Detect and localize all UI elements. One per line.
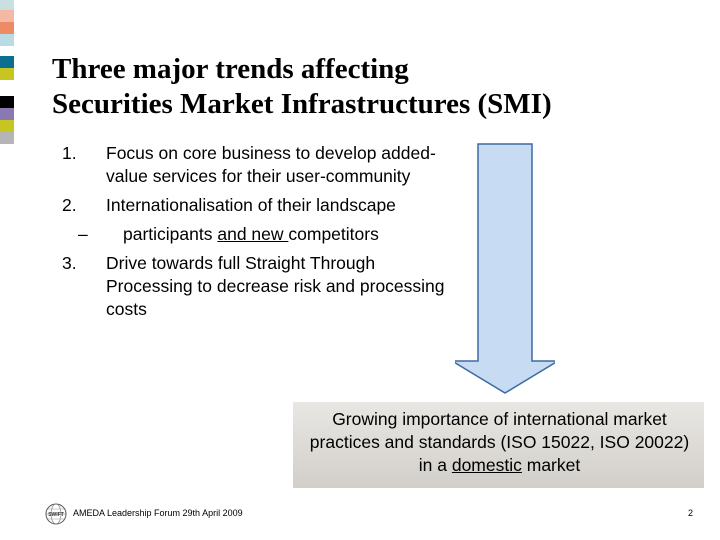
logo-text: SWIFT	[48, 512, 64, 518]
item-number: 1.	[62, 143, 77, 163]
strip-block	[0, 56, 14, 68]
list-item: 1. Focus on core business to develop add…	[62, 142, 452, 188]
title-line-2: Securities Market Infrastructures (SMI)	[52, 88, 552, 120]
trend-list: 1. Focus on core business to develop add…	[62, 142, 452, 327]
strip-block	[0, 22, 14, 34]
item-number: 2.	[62, 195, 77, 215]
strip-block	[0, 34, 14, 46]
sub-text-underlined: and new	[217, 224, 289, 244]
list-item: 3. Drive towards full Straight Through P…	[62, 252, 452, 321]
down-arrow-icon	[455, 143, 555, 394]
callout-text: Growing importance of international mark…	[303, 408, 696, 477]
sub-text-end: competitors	[288, 224, 379, 244]
item-text: Focus on core business to develop added-…	[106, 143, 436, 186]
callout-underlined: domestic	[451, 455, 522, 475]
callout-end: market	[521, 455, 581, 475]
strip-block	[0, 108, 14, 120]
item-number: 3.	[62, 253, 77, 273]
strip-block	[0, 0, 14, 10]
down-arrow-shape	[455, 143, 555, 394]
strip-block	[0, 120, 14, 132]
strip-block	[0, 80, 14, 96]
page-number: 2	[688, 508, 694, 518]
callout-line: Growing importance of international mark…	[309, 409, 690, 475]
footer-text: AMEDA Leadership Forum 29th April 2009	[73, 508, 243, 518]
sub-list-item: – participants and new competitors	[62, 223, 452, 246]
item-text: Drive towards full Straight Through Proc…	[106, 253, 445, 319]
callout-box: Growing importance of international mark…	[293, 402, 704, 488]
strip-block	[0, 96, 14, 108]
item-text: Internationalisation of their landscape	[106, 195, 396, 215]
strip-block	[0, 68, 14, 80]
strip-block	[0, 132, 14, 144]
slide-title: Three major trends affecting Securities …	[52, 52, 712, 122]
swift-logo-icon: SWIFT	[45, 503, 67, 525]
title-line-1: Three major trends affecting	[52, 53, 409, 85]
list-item: 2. Internationalisation of their landsca…	[62, 194, 452, 217]
dash-bullet: –	[78, 224, 88, 244]
strip-block	[0, 46, 14, 56]
sub-text-start: participants	[123, 224, 218, 244]
strip-block	[0, 10, 14, 22]
